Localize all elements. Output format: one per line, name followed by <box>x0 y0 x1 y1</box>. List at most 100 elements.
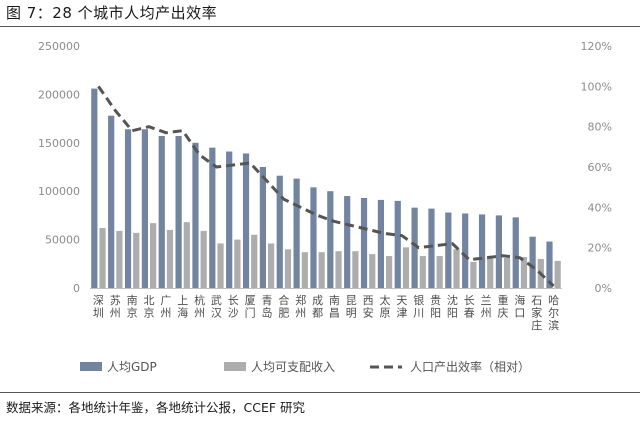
category-label: 哈尔滨 <box>548 294 559 332</box>
category-label: 兰州 <box>481 294 492 320</box>
right-axis-tick-label: 60% <box>588 161 612 174</box>
bar-gdp-per-capita <box>192 142 199 288</box>
category-label: 石家庄 <box>531 294 542 332</box>
bar-gdp-per-capita <box>276 175 283 288</box>
bar-disposable-income <box>183 222 190 288</box>
bar-gdp-per-capita <box>344 196 351 288</box>
bar-disposable-income <box>318 252 325 288</box>
bar-gdp-per-capita <box>310 187 317 288</box>
right-axis-tick-label: 100% <box>581 80 612 93</box>
category-label: 合肥 <box>278 293 289 320</box>
category-label: 成都 <box>312 294 323 320</box>
bar-disposable-income <box>453 249 460 288</box>
category-label: 武汉 <box>211 294 222 320</box>
bar-disposable-income <box>335 251 342 288</box>
category-label: 苏州 <box>110 294 121 320</box>
bar-disposable-income <box>301 252 308 288</box>
category-label: 广州 <box>160 294 171 320</box>
bar-disposable-income <box>487 257 494 288</box>
bar-gdp-per-capita <box>91 88 98 288</box>
category-label: 厦门 <box>245 294 256 320</box>
bar-gdp-per-capita <box>360 197 368 288</box>
bar-gdp-per-capita <box>495 215 502 288</box>
bar-gdp-per-capita <box>141 129 148 288</box>
bar-disposable-income <box>419 256 426 288</box>
bar-disposable-income <box>369 254 376 288</box>
category-label: 昆明 <box>346 294 357 320</box>
right-axis-tick-label: 80% <box>588 121 612 134</box>
bar-disposable-income <box>133 232 140 288</box>
source-note: 数据来源：各地统计年鉴，各地统计公报，CCEF 研究 <box>6 400 306 415</box>
right-axis-tick-label: 40% <box>588 201 612 214</box>
bar-gdp-per-capita <box>512 217 519 288</box>
category-label: 银川 <box>413 293 424 320</box>
legend-label-efficiency: 人口产出效率（相对） <box>410 359 530 374</box>
bar-gdp-per-capita <box>259 167 266 288</box>
bar-gdp-per-capita <box>462 213 469 288</box>
title-divider <box>0 26 640 27</box>
left-axis-tick-label: 50000 <box>45 234 80 247</box>
legend-label-income: 人均可支配收入 <box>251 360 335 374</box>
left-axis-tick-label: 250000 <box>38 40 80 53</box>
bar-disposable-income <box>116 230 123 288</box>
bar-disposable-income <box>251 234 258 288</box>
bar-disposable-income <box>520 257 528 288</box>
bar-gdp-per-capita <box>478 214 486 288</box>
bar-gdp-per-capita <box>209 147 216 288</box>
right-axis-tick-label: 20% <box>588 242 612 255</box>
source-divider <box>0 392 640 393</box>
bar-gdp-per-capita <box>377 199 384 288</box>
bar-disposable-income <box>99 227 106 288</box>
category-label: 南昌 <box>329 294 340 320</box>
category-label: 深圳 <box>93 294 104 320</box>
category-label: 上海 <box>177 294 188 320</box>
right-axis-tick-label: 0% <box>595 282 612 295</box>
category-label: 杭州 <box>194 293 205 320</box>
bar-disposable-income <box>150 223 157 288</box>
bar-disposable-income <box>554 260 561 288</box>
figure-title: 图 7：28 个城市人均产出效率 <box>6 4 218 22</box>
bar-gdp-per-capita <box>529 236 536 288</box>
legend-label-gdp: 人均GDP <box>107 360 157 374</box>
bar-disposable-income <box>234 239 241 288</box>
bar-disposable-income <box>436 256 443 288</box>
bar-gdp-per-capita <box>394 200 401 288</box>
bar-gdp-per-capita <box>546 241 553 288</box>
left-axis-tick-label: 0 <box>73 282 80 295</box>
right-axis-tick-label: 120% <box>581 40 612 53</box>
left-axis-tick-label: 200000 <box>38 88 80 101</box>
bar-disposable-income <box>217 243 224 288</box>
category-label: 长沙 <box>228 294 239 320</box>
bar-disposable-income <box>504 257 511 288</box>
bar-gdp-per-capita <box>158 136 165 288</box>
bar-gdp-per-capita <box>108 115 115 288</box>
category-label: 沈阳 <box>447 293 458 320</box>
bar-gdp-per-capita <box>428 208 435 288</box>
category-label: 贵阳 <box>430 294 441 320</box>
bar-gdp-per-capita <box>293 178 300 288</box>
category-label: 郑州 <box>295 293 306 320</box>
left-axis-tick-label: 150000 <box>38 137 80 150</box>
bar-gdp-per-capita <box>327 191 334 288</box>
category-label: 长春 <box>464 294 475 320</box>
bar-gdp-per-capita <box>175 136 182 288</box>
bar-gdp-per-capita <box>226 151 233 288</box>
line-output-efficiency <box>97 85 555 288</box>
category-label: 天津 <box>396 294 407 320</box>
category-label: 太原 <box>380 294 391 320</box>
category-label: 西安 <box>363 294 374 320</box>
bar-disposable-income <box>386 256 393 288</box>
category-label: 南京 <box>127 294 138 320</box>
bar-gdp-per-capita <box>445 212 452 288</box>
bar-disposable-income <box>284 249 292 288</box>
bar-gdp-per-capita <box>242 153 250 288</box>
bar-disposable-income <box>166 229 174 288</box>
bar-disposable-income <box>352 251 359 288</box>
legend-swatch-income <box>224 362 246 371</box>
bar-disposable-income <box>268 243 275 288</box>
bar-gdp-per-capita <box>411 207 418 288</box>
bar-disposable-income <box>402 247 410 288</box>
legend-swatch-gdp <box>80 362 102 371</box>
